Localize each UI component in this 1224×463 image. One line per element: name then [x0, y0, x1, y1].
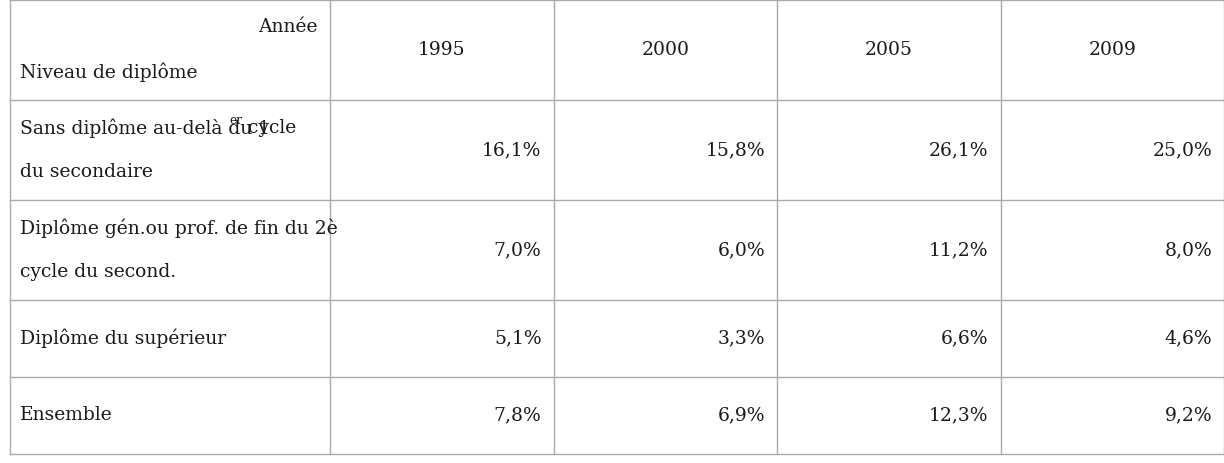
Text: 5,1%: 5,1%	[493, 330, 541, 348]
Text: Diplôme du supérieur: Diplôme du supérieur	[20, 329, 226, 348]
Text: 9,2%: 9,2%	[1164, 407, 1212, 425]
Text: cycle du second.: cycle du second.	[20, 263, 176, 281]
Text: 26,1%: 26,1%	[929, 141, 989, 159]
Text: 6,9%: 6,9%	[717, 407, 765, 425]
Text: 6,6%: 6,6%	[941, 330, 989, 348]
Text: Niveau de diplôme: Niveau de diplôme	[20, 63, 197, 82]
Text: 2009: 2009	[1088, 41, 1136, 59]
Text: 25,0%: 25,0%	[1152, 141, 1212, 159]
Text: 4,6%: 4,6%	[1164, 330, 1212, 348]
Text: 1995: 1995	[417, 41, 465, 59]
Text: 2000: 2000	[641, 41, 689, 59]
Text: 15,8%: 15,8%	[705, 141, 765, 159]
Text: du secondaire: du secondaire	[20, 163, 153, 181]
Text: Année: Année	[258, 18, 318, 36]
Text: 16,1%: 16,1%	[482, 141, 541, 159]
Text: 8,0%: 8,0%	[1164, 241, 1212, 259]
Text: cycle: cycle	[242, 119, 296, 137]
Text: 12,3%: 12,3%	[929, 407, 989, 425]
Text: 2005: 2005	[864, 41, 913, 59]
Text: Ensemble: Ensemble	[20, 407, 113, 425]
Text: 3,3%: 3,3%	[717, 330, 765, 348]
Text: 11,2%: 11,2%	[929, 241, 989, 259]
Text: 7,8%: 7,8%	[493, 407, 541, 425]
Text: er: er	[229, 113, 242, 126]
Text: 6,0%: 6,0%	[717, 241, 765, 259]
Text: Diplôme gén.ou prof. de fin du 2è: Diplôme gén.ou prof. de fin du 2è	[20, 218, 338, 238]
Text: 7,0%: 7,0%	[493, 241, 541, 259]
Text: Sans diplôme au-delà du 1: Sans diplôme au-delà du 1	[20, 118, 271, 138]
